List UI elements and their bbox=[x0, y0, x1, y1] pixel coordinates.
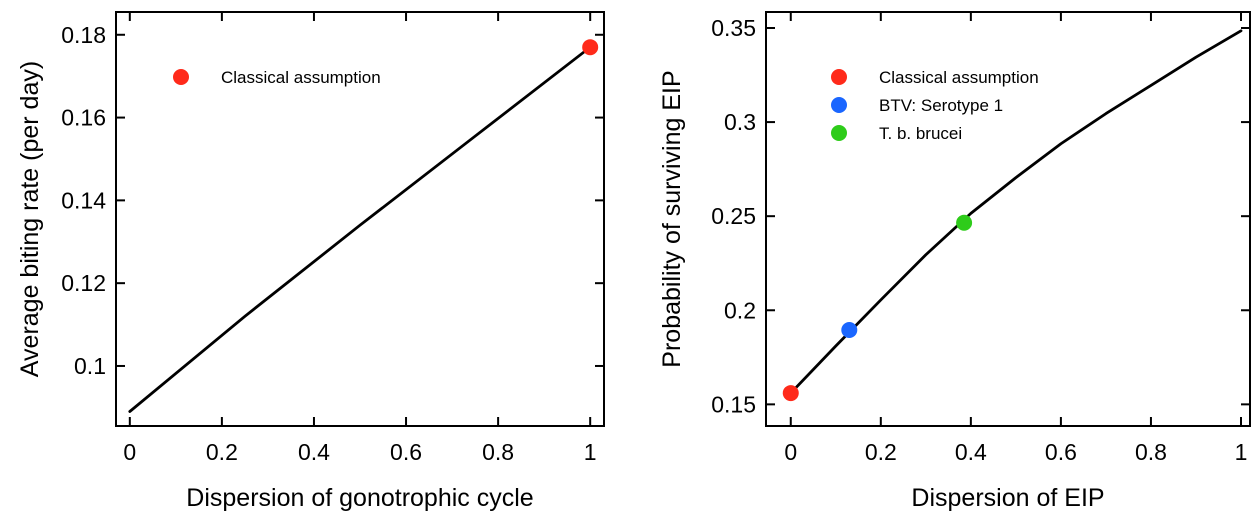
data-point-marker bbox=[582, 39, 599, 56]
y-tick-label: 0.15 bbox=[711, 391, 756, 417]
legend-marker bbox=[831, 125, 847, 141]
x-axis-label: Dispersion of gonotrophic cycle bbox=[186, 484, 533, 512]
y-tick-label: 0.3 bbox=[724, 109, 756, 135]
y-tick-label: 0.14 bbox=[61, 187, 106, 213]
y-tick-label: 0.1 bbox=[74, 353, 106, 379]
y-tick-label: 0.16 bbox=[61, 105, 106, 131]
y-tick-label: 0.35 bbox=[711, 15, 756, 41]
data-point-marker bbox=[782, 385, 799, 402]
series-line bbox=[789, 29, 1243, 395]
left-chart: 0 0.2 0.4 0.6 0.8 1 0.1 0.12 0.14 0.16 0.18 Dispers… bbox=[16, 11, 605, 512]
x-tick-label: 0.4 bbox=[955, 439, 987, 465]
legend-label: T. b. brucei bbox=[879, 124, 962, 143]
y-axis-label: Probability of surviving EIP bbox=[658, 70, 686, 367]
legend-marker bbox=[831, 97, 847, 113]
y-tick-label: 0.12 bbox=[61, 270, 106, 296]
data-point-marker bbox=[841, 322, 858, 339]
legend-marker bbox=[173, 69, 189, 85]
legend-label: BTV: Serotype 1 bbox=[879, 96, 1003, 115]
x-tick-label: 0.2 bbox=[206, 439, 238, 465]
x-tick-label: 1 bbox=[584, 439, 597, 465]
x-tick-label: 0.6 bbox=[390, 439, 422, 465]
x-tick-label: 0 bbox=[784, 439, 797, 465]
legend-label: Classical assumption bbox=[221, 68, 381, 87]
y-tick-label: 0.25 bbox=[711, 203, 756, 229]
y-axis-label: Average biting rate (per day) bbox=[16, 61, 44, 377]
x-tick-label: 1 bbox=[1235, 439, 1248, 465]
plot-frame bbox=[115, 11, 605, 427]
x-tick-label: 0.8 bbox=[1135, 439, 1167, 465]
data-point-marker bbox=[956, 214, 973, 231]
y-tick-label: 0.2 bbox=[724, 297, 756, 323]
x-tick-label: 0 bbox=[123, 439, 136, 465]
plot-frame bbox=[765, 11, 1251, 427]
series-line bbox=[128, 45, 592, 413]
x-tick-label: 0.2 bbox=[865, 439, 897, 465]
x-tick-label: 0.4 bbox=[298, 439, 330, 465]
x-tick-label: 0.6 bbox=[1045, 439, 1077, 465]
legend-label: Classical assumption bbox=[879, 68, 1039, 87]
legend-marker bbox=[831, 69, 847, 85]
x-tick-label: 0.8 bbox=[482, 439, 514, 465]
right-chart: 0 0.2 0.4 0.6 0.8 1 0.15 0.2 0.25 0.3 0.35 Dispersi… bbox=[658, 11, 1251, 512]
x-axis-label: Dispersion of EIP bbox=[911, 484, 1104, 512]
y-tick-label: 0.18 bbox=[61, 22, 106, 48]
